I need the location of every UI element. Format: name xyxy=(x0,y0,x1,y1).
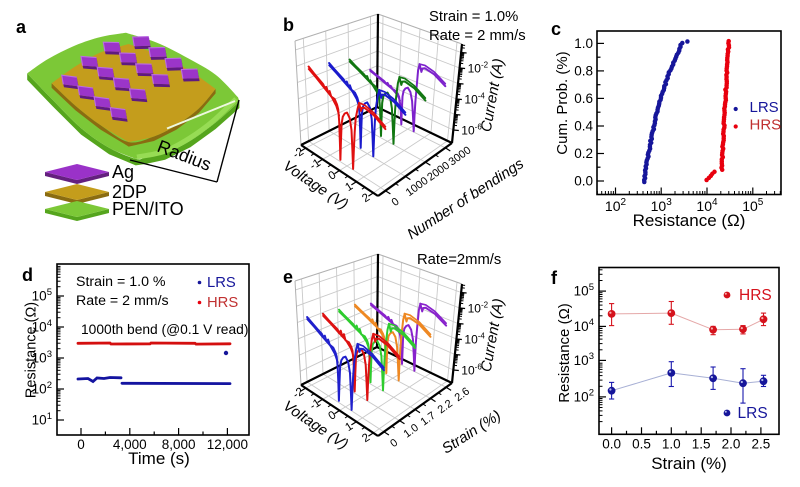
svg-text:Cum. Prob. (%): Cum. Prob. (%) xyxy=(554,51,571,154)
svg-text:Resistance (Ω): Resistance (Ω) xyxy=(633,211,746,230)
svg-text:2.5: 2.5 xyxy=(752,437,771,452)
svg-text:Strain = 1.0 %: Strain = 1.0 % xyxy=(76,274,166,290)
svg-text:Ag: Ag xyxy=(112,162,134,182)
svg-text:b: b xyxy=(283,15,294,35)
svg-text:f: f xyxy=(551,268,558,288)
svg-text:0: 0 xyxy=(77,437,85,452)
svg-text:1.0: 1.0 xyxy=(662,437,681,452)
svg-text:HRS: HRS xyxy=(750,117,782,134)
svg-text:1.0: 1.0 xyxy=(574,36,593,51)
svg-text:0.2: 0.2 xyxy=(574,146,593,161)
svg-text:d: d xyxy=(22,265,33,285)
svg-text:0.0: 0.0 xyxy=(574,174,593,189)
svg-text:HRS: HRS xyxy=(739,287,772,304)
svg-text:0.6: 0.6 xyxy=(574,91,593,106)
svg-text:0.8: 0.8 xyxy=(574,63,593,78)
svg-text:Rate = 2 mm/s: Rate = 2 mm/s xyxy=(76,293,169,309)
svg-text:0.5: 0.5 xyxy=(632,437,651,452)
svg-text:Rate = 2 mm/s: Rate = 2 mm/s xyxy=(429,28,526,44)
svg-text:Resistance (Ω): Resistance (Ω) xyxy=(24,302,40,398)
svg-text:c: c xyxy=(551,19,561,39)
svg-text:Time (s): Time (s) xyxy=(128,449,190,468)
svg-text:a: a xyxy=(16,17,27,37)
svg-text:LRS: LRS xyxy=(207,275,236,291)
svg-text:1000th bend (@0.1 V read): 1000th bend (@0.1 V read) xyxy=(81,322,248,337)
svg-text:0.4: 0.4 xyxy=(574,119,593,134)
svg-text:Strain = 1.0%: Strain = 1.0% xyxy=(429,9,518,25)
svg-text:12,000: 12,000 xyxy=(207,437,248,452)
svg-text:PEN/ITO: PEN/ITO xyxy=(112,199,184,219)
svg-text:Strain (%): Strain (%) xyxy=(651,454,727,473)
svg-text:LRS: LRS xyxy=(738,405,768,422)
svg-text:Rate=2mm/s: Rate=2mm/s xyxy=(417,252,501,268)
svg-text:Resistance (Ω): Resistance (Ω) xyxy=(556,303,573,403)
svg-text:2.0: 2.0 xyxy=(722,437,741,452)
svg-text:0.0: 0.0 xyxy=(602,437,621,452)
svg-text:e: e xyxy=(283,267,293,287)
svg-text:LRS: LRS xyxy=(750,99,779,116)
svg-text:HRS: HRS xyxy=(207,295,238,311)
svg-text:1.5: 1.5 xyxy=(692,437,711,452)
